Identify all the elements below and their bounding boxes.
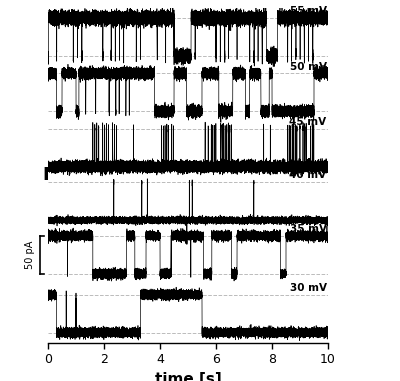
Text: 30 mV: 30 mV — [290, 283, 326, 293]
Text: 35 mV: 35 mV — [290, 224, 326, 234]
Y-axis label: I: I — [42, 166, 48, 184]
Text: 50 pA: 50 pA — [26, 240, 36, 269]
Text: 50 mV: 50 mV — [290, 62, 326, 72]
X-axis label: time [s]: time [s] — [155, 372, 221, 381]
Text: 40 mV: 40 mV — [290, 170, 326, 181]
Text: 45 mV: 45 mV — [290, 117, 326, 127]
Text: 55 mV: 55 mV — [290, 6, 326, 16]
